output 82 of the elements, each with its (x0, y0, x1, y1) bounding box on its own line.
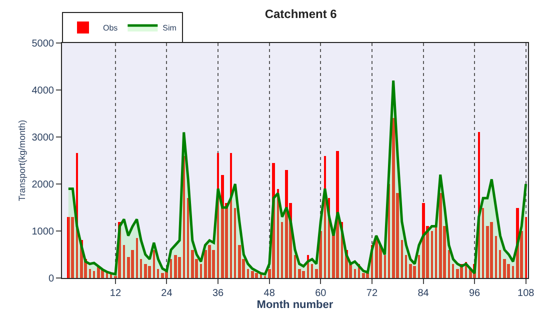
bar (255, 273, 258, 278)
bar (174, 255, 177, 278)
y-tick-label: 1000 (32, 226, 54, 238)
bar (247, 269, 249, 278)
bar (401, 240, 403, 278)
bar (311, 264, 313, 278)
bar (499, 250, 501, 278)
bar (448, 250, 450, 278)
bar (277, 189, 279, 278)
bar (93, 271, 95, 278)
x-tick-label: 60 (315, 288, 327, 299)
bar (294, 255, 296, 278)
y-tick-label: 0 (48, 274, 54, 284)
x-tick-label: 72 (366, 288, 378, 299)
bar (366, 273, 369, 278)
bar (153, 250, 155, 278)
x-tick-label: 36 (212, 288, 224, 299)
bar (157, 269, 159, 278)
chart-title: Catchment 6 (264, 7, 338, 22)
bar (324, 156, 326, 278)
bar (422, 203, 425, 278)
legend-label: Sim (162, 24, 177, 33)
y-tick-label: 3000 (32, 132, 54, 144)
bar (486, 226, 489, 278)
bar (384, 255, 386, 278)
bar (191, 250, 194, 278)
bar (392, 118, 395, 278)
bar (336, 151, 339, 278)
x-tick-label: 108 (518, 288, 535, 299)
bar (178, 257, 181, 278)
bar (148, 266, 151, 278)
bar (362, 273, 365, 278)
bar (238, 245, 241, 278)
x-tick-label: 24 (161, 288, 173, 299)
bar (67, 217, 70, 278)
bar (512, 266, 514, 278)
bar (170, 259, 172, 278)
bar (409, 264, 412, 278)
x-tick-label: 12 (110, 288, 122, 299)
bar (285, 170, 288, 278)
bar (298, 269, 301, 278)
bar (302, 271, 305, 278)
bar (71, 217, 74, 278)
legend-label: Obs (103, 24, 118, 33)
x-tick-label: 96 (468, 288, 481, 299)
bar (136, 238, 138, 278)
bar (106, 273, 108, 278)
x-tick-label: 48 (264, 288, 276, 299)
bar (452, 264, 454, 278)
bar (503, 259, 506, 278)
bar (221, 175, 224, 278)
bar (431, 231, 433, 278)
bar (405, 255, 407, 278)
y-axis-title: Transport(kg/month) (17, 120, 28, 202)
bar (525, 217, 527, 278)
bar (131, 250, 134, 278)
bar (413, 266, 416, 278)
bar (140, 259, 142, 278)
bar (435, 226, 437, 278)
bar (187, 198, 189, 278)
bar (183, 156, 185, 278)
bar (230, 153, 232, 278)
bar (490, 222, 493, 278)
y-tick-label: 2000 (32, 180, 54, 190)
bar (208, 245, 211, 278)
y-tick-label: 5000 (32, 38, 54, 50)
y-tick-label: 4000 (32, 86, 54, 96)
bar (281, 222, 283, 278)
bar (439, 193, 442, 278)
bar (200, 264, 202, 278)
bar (482, 208, 484, 278)
bar (234, 208, 236, 278)
bar (89, 269, 91, 278)
bar (144, 264, 147, 278)
bar (161, 273, 164, 278)
x-axis-title: Month number (256, 299, 334, 312)
bar (354, 269, 356, 278)
bar (123, 245, 125, 278)
x-tick-label: 84 (418, 288, 430, 299)
bar (251, 271, 254, 278)
bar (495, 236, 497, 278)
bar (418, 255, 420, 278)
